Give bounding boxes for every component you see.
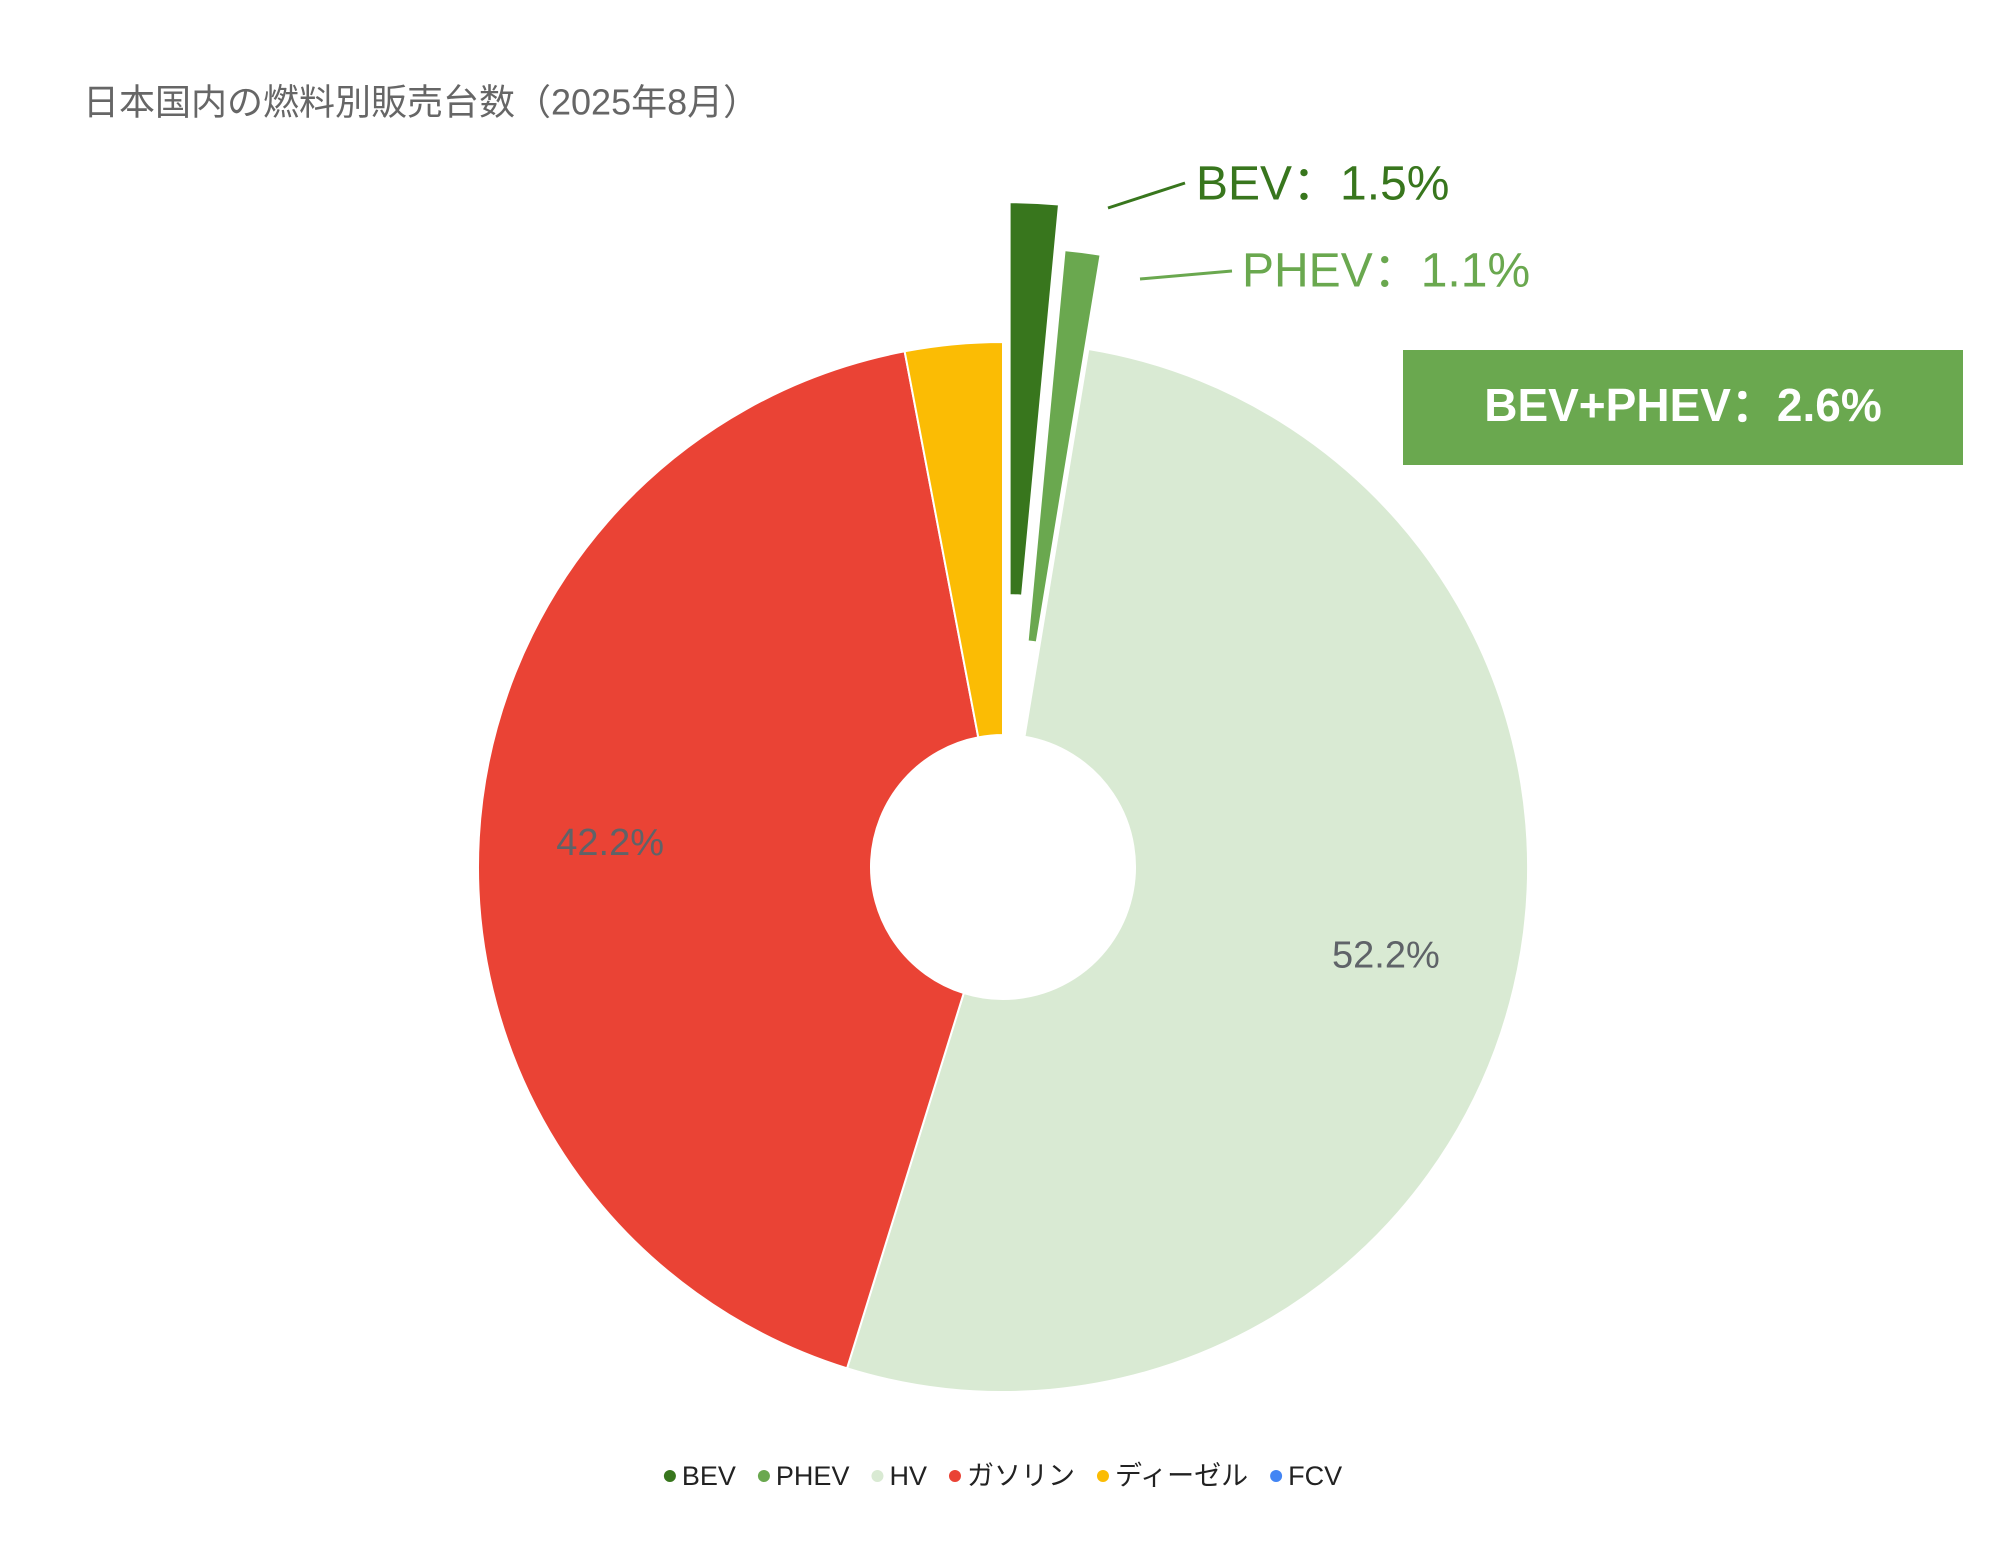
annotation-box xyxy=(1403,350,1963,465)
legend-marker xyxy=(871,1470,884,1482)
legend-label: BEV xyxy=(682,1461,736,1491)
legend-label: ディーゼル xyxy=(1115,1461,1248,1491)
legend-marker xyxy=(1270,1470,1283,1482)
slice xyxy=(1008,201,1061,597)
legend-label: PHEV xyxy=(776,1461,850,1491)
leader-line xyxy=(1107,181,1186,210)
legend-marker xyxy=(1096,1470,1109,1482)
slice xyxy=(477,350,980,1370)
legend-marker xyxy=(948,1470,961,1482)
slice xyxy=(1026,249,1102,644)
chart-title: 日本国内の燃料別販売台数（2025年8月） xyxy=(83,82,759,123)
legend-label: HV xyxy=(889,1461,927,1491)
data-label: PHEV：1.1% xyxy=(1242,245,1530,298)
legend-label: FCV xyxy=(1288,1461,1342,1491)
legend-label: ガソリン xyxy=(967,1461,1075,1491)
legend-marker xyxy=(757,1470,770,1482)
slice xyxy=(845,347,1530,1393)
data-label: BEV：1.5% xyxy=(1196,158,1449,211)
legend-marker xyxy=(663,1470,676,1482)
leader-line xyxy=(1139,269,1233,281)
data-label: 42.2% xyxy=(556,822,664,864)
annotation: BEV+PHEV：2.6% xyxy=(1484,379,1882,431)
data-label: 52.2% xyxy=(1332,935,1440,977)
